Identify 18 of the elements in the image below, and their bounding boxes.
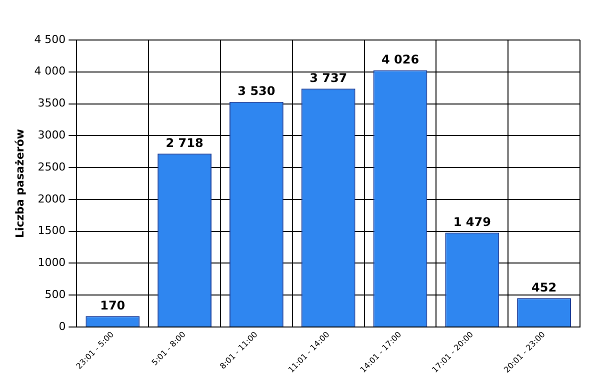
y-tick-label: 3500 (38, 96, 66, 110)
y-tick-label: 4 000 (34, 64, 66, 78)
y-tick-label: 1500 (38, 224, 66, 238)
y-tick-label: 2000 (38, 192, 66, 206)
y-tick-label: 3000 (38, 128, 66, 142)
y-axis-title: Liczba pasażerów (13, 128, 26, 238)
y-tick-label: 4 500 (34, 32, 66, 46)
data-label: 1 479 (453, 214, 491, 229)
data-label: 3 530 (238, 84, 276, 98)
y-tick-label: 0 (58, 320, 66, 333)
y-tick-label: 2500 (38, 160, 66, 174)
data-label: 452 (532, 280, 557, 294)
y-tick-label: 500 (44, 288, 66, 301)
data-label: 4 026 (381, 52, 420, 66)
data-label: 170 (100, 298, 126, 312)
y-tick-label: 1000 (38, 256, 66, 270)
data-label: 2 718 (166, 136, 204, 150)
data-label: 3 737 (310, 70, 348, 85)
